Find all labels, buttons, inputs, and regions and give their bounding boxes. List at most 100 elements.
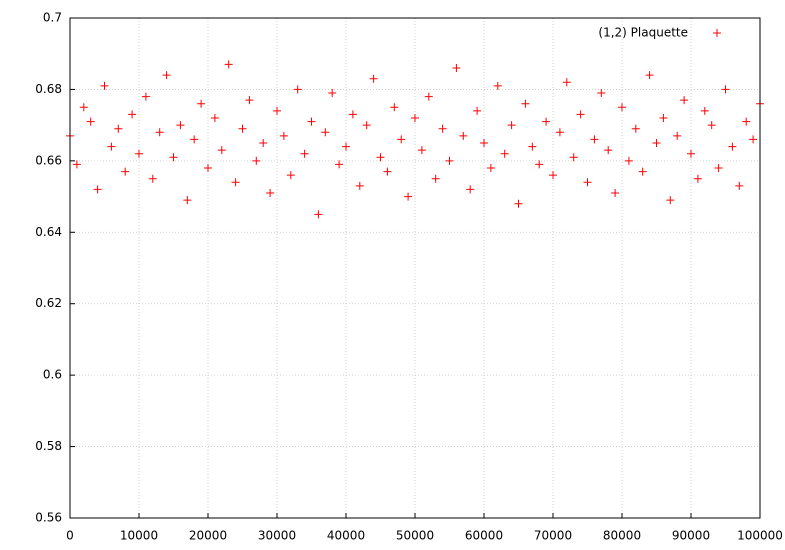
point: [86, 117, 95, 126]
point: [549, 171, 557, 180]
point: [486, 164, 495, 172]
point: [238, 124, 247, 133]
y-tick-label: 0.68: [35, 82, 62, 96]
point: [342, 142, 350, 151]
point: [100, 81, 109, 90]
y-tick-label: 0.6: [43, 368, 62, 382]
point: [742, 117, 751, 126]
point: [107, 142, 116, 151]
point: [183, 196, 192, 205]
point: [328, 89, 337, 97]
y-tick-label: 0.7: [43, 11, 62, 25]
point: [217, 146, 226, 155]
point: [728, 142, 737, 151]
y-tick-label: 0.58: [35, 439, 62, 453]
point: [286, 171, 295, 180]
x-tick-label: 10000: [120, 529, 158, 543]
point: [190, 135, 199, 144]
point: [348, 110, 357, 119]
point: [652, 139, 661, 147]
point: [314, 210, 323, 219]
point: [266, 189, 275, 197]
point: [700, 106, 709, 115]
x-tick-label: 40000: [327, 529, 365, 543]
point: [128, 110, 137, 119]
point: [528, 142, 537, 151]
point: [72, 160, 81, 169]
point: [252, 156, 261, 165]
point: [666, 196, 675, 205]
point: [300, 149, 309, 158]
point: [376, 153, 385, 162]
point: [555, 128, 564, 137]
point: [307, 117, 316, 126]
point: [155, 128, 164, 137]
point: [645, 71, 654, 80]
x-tick-label: 30000: [258, 529, 296, 543]
point: [121, 167, 130, 176]
point: [535, 160, 544, 169]
point: [631, 124, 640, 133]
point: [335, 160, 344, 169]
x-tick-label: 0: [66, 529, 74, 543]
point: [500, 149, 509, 158]
point: [562, 78, 571, 87]
point: [417, 146, 426, 155]
point: [438, 124, 447, 133]
point: [597, 89, 606, 97]
point: [397, 135, 406, 144]
point: [514, 199, 523, 208]
point: [362, 121, 371, 130]
point: [321, 128, 330, 137]
point: [624, 156, 633, 165]
point: [424, 92, 433, 101]
point: [293, 85, 302, 94]
point: [197, 99, 206, 108]
point: [114, 124, 123, 133]
point: [459, 131, 468, 140]
x-tick-label: 60000: [465, 529, 503, 543]
point: [721, 85, 730, 94]
legend-marker: [713, 29, 721, 37]
point: [141, 92, 150, 101]
x-tick-label: 100000: [737, 529, 783, 543]
point: [355, 181, 364, 190]
point: [93, 185, 102, 194]
point: [369, 74, 378, 83]
point: [693, 174, 702, 183]
point: [611, 189, 620, 197]
point: [583, 178, 592, 187]
point: [749, 135, 758, 144]
points-layer: [66, 60, 764, 219]
point: [176, 121, 185, 130]
point: [383, 167, 392, 176]
x-tick-label: 70000: [534, 529, 572, 543]
point: [521, 99, 530, 108]
point: [390, 103, 399, 112]
point: [231, 178, 240, 187]
point: [404, 192, 413, 201]
point: [590, 135, 599, 144]
point: [431, 174, 440, 183]
point: [735, 181, 744, 190]
point: [714, 164, 723, 172]
point: [576, 110, 585, 119]
point: [148, 174, 157, 183]
x-tick-label: 50000: [396, 529, 434, 543]
point: [162, 71, 171, 80]
y-tick-label: 0.66: [35, 153, 62, 167]
point: [542, 117, 551, 126]
legend-label: (1,2) Plaquette: [598, 26, 688, 40]
point: [411, 114, 419, 122]
point: [659, 114, 668, 122]
point: [279, 131, 288, 140]
y-tick-label: 0.56: [35, 511, 62, 525]
grid-layer: [69, 17, 761, 519]
point: [169, 153, 178, 162]
point: [224, 60, 233, 69]
point: [245, 96, 254, 105]
point: [273, 106, 281, 115]
point: [493, 81, 502, 90]
point: [638, 167, 647, 176]
